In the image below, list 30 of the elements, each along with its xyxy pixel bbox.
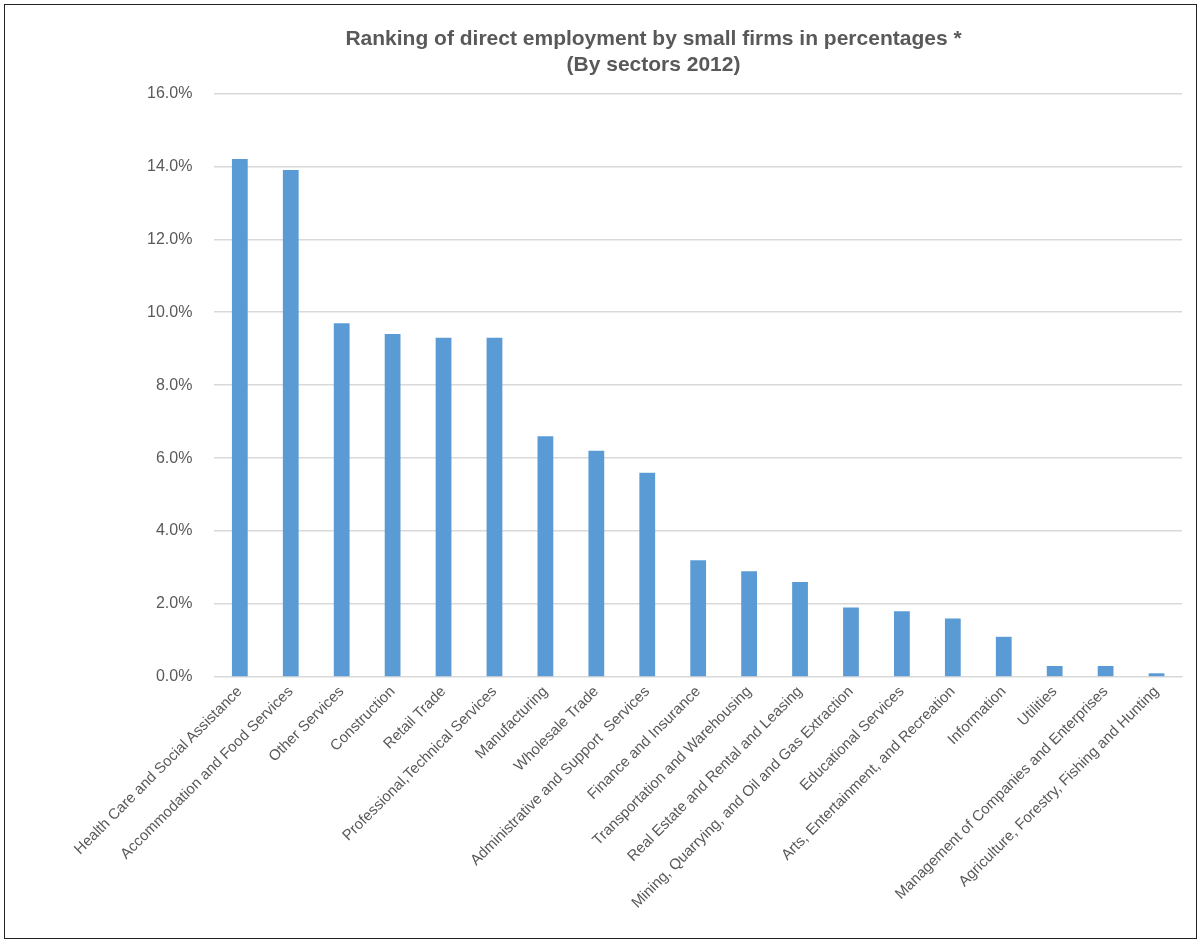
y-tick-label: 6.0% bbox=[155, 448, 193, 466]
bar bbox=[741, 571, 758, 677]
bar bbox=[894, 611, 910, 677]
bar bbox=[843, 607, 859, 677]
bar bbox=[639, 472, 656, 677]
bar bbox=[1046, 665, 1063, 677]
bar bbox=[435, 337, 452, 677]
bar bbox=[792, 582, 808, 677]
bar bbox=[282, 169, 299, 677]
chart-title: Ranking of direct employment by small firms in percentages * bbox=[345, 26, 963, 50]
bar bbox=[231, 159, 248, 677]
y-tick-label: 4.0% bbox=[155, 521, 193, 539]
bar bbox=[1097, 665, 1114, 677]
bar bbox=[486, 337, 503, 677]
y-tick-label: 16.0% bbox=[146, 83, 193, 101]
bar bbox=[333, 323, 350, 677]
y-tick-label: 12.0% bbox=[146, 229, 193, 247]
bar bbox=[1148, 673, 1165, 677]
bar bbox=[690, 560, 707, 677]
y-tick-label: 2.0% bbox=[155, 594, 193, 612]
bar bbox=[995, 636, 1012, 677]
bar bbox=[588, 450, 605, 677]
bar bbox=[944, 618, 961, 677]
bar bbox=[537, 436, 554, 677]
chart-subtitle: (By sectors 2012) bbox=[566, 51, 741, 75]
y-tick-label: 14.0% bbox=[146, 156, 193, 174]
y-tick-label: 0.0% bbox=[155, 667, 193, 685]
bar bbox=[384, 334, 401, 677]
y-tick-label: 10.0% bbox=[146, 302, 193, 320]
y-tick-label: 8.0% bbox=[155, 375, 193, 393]
